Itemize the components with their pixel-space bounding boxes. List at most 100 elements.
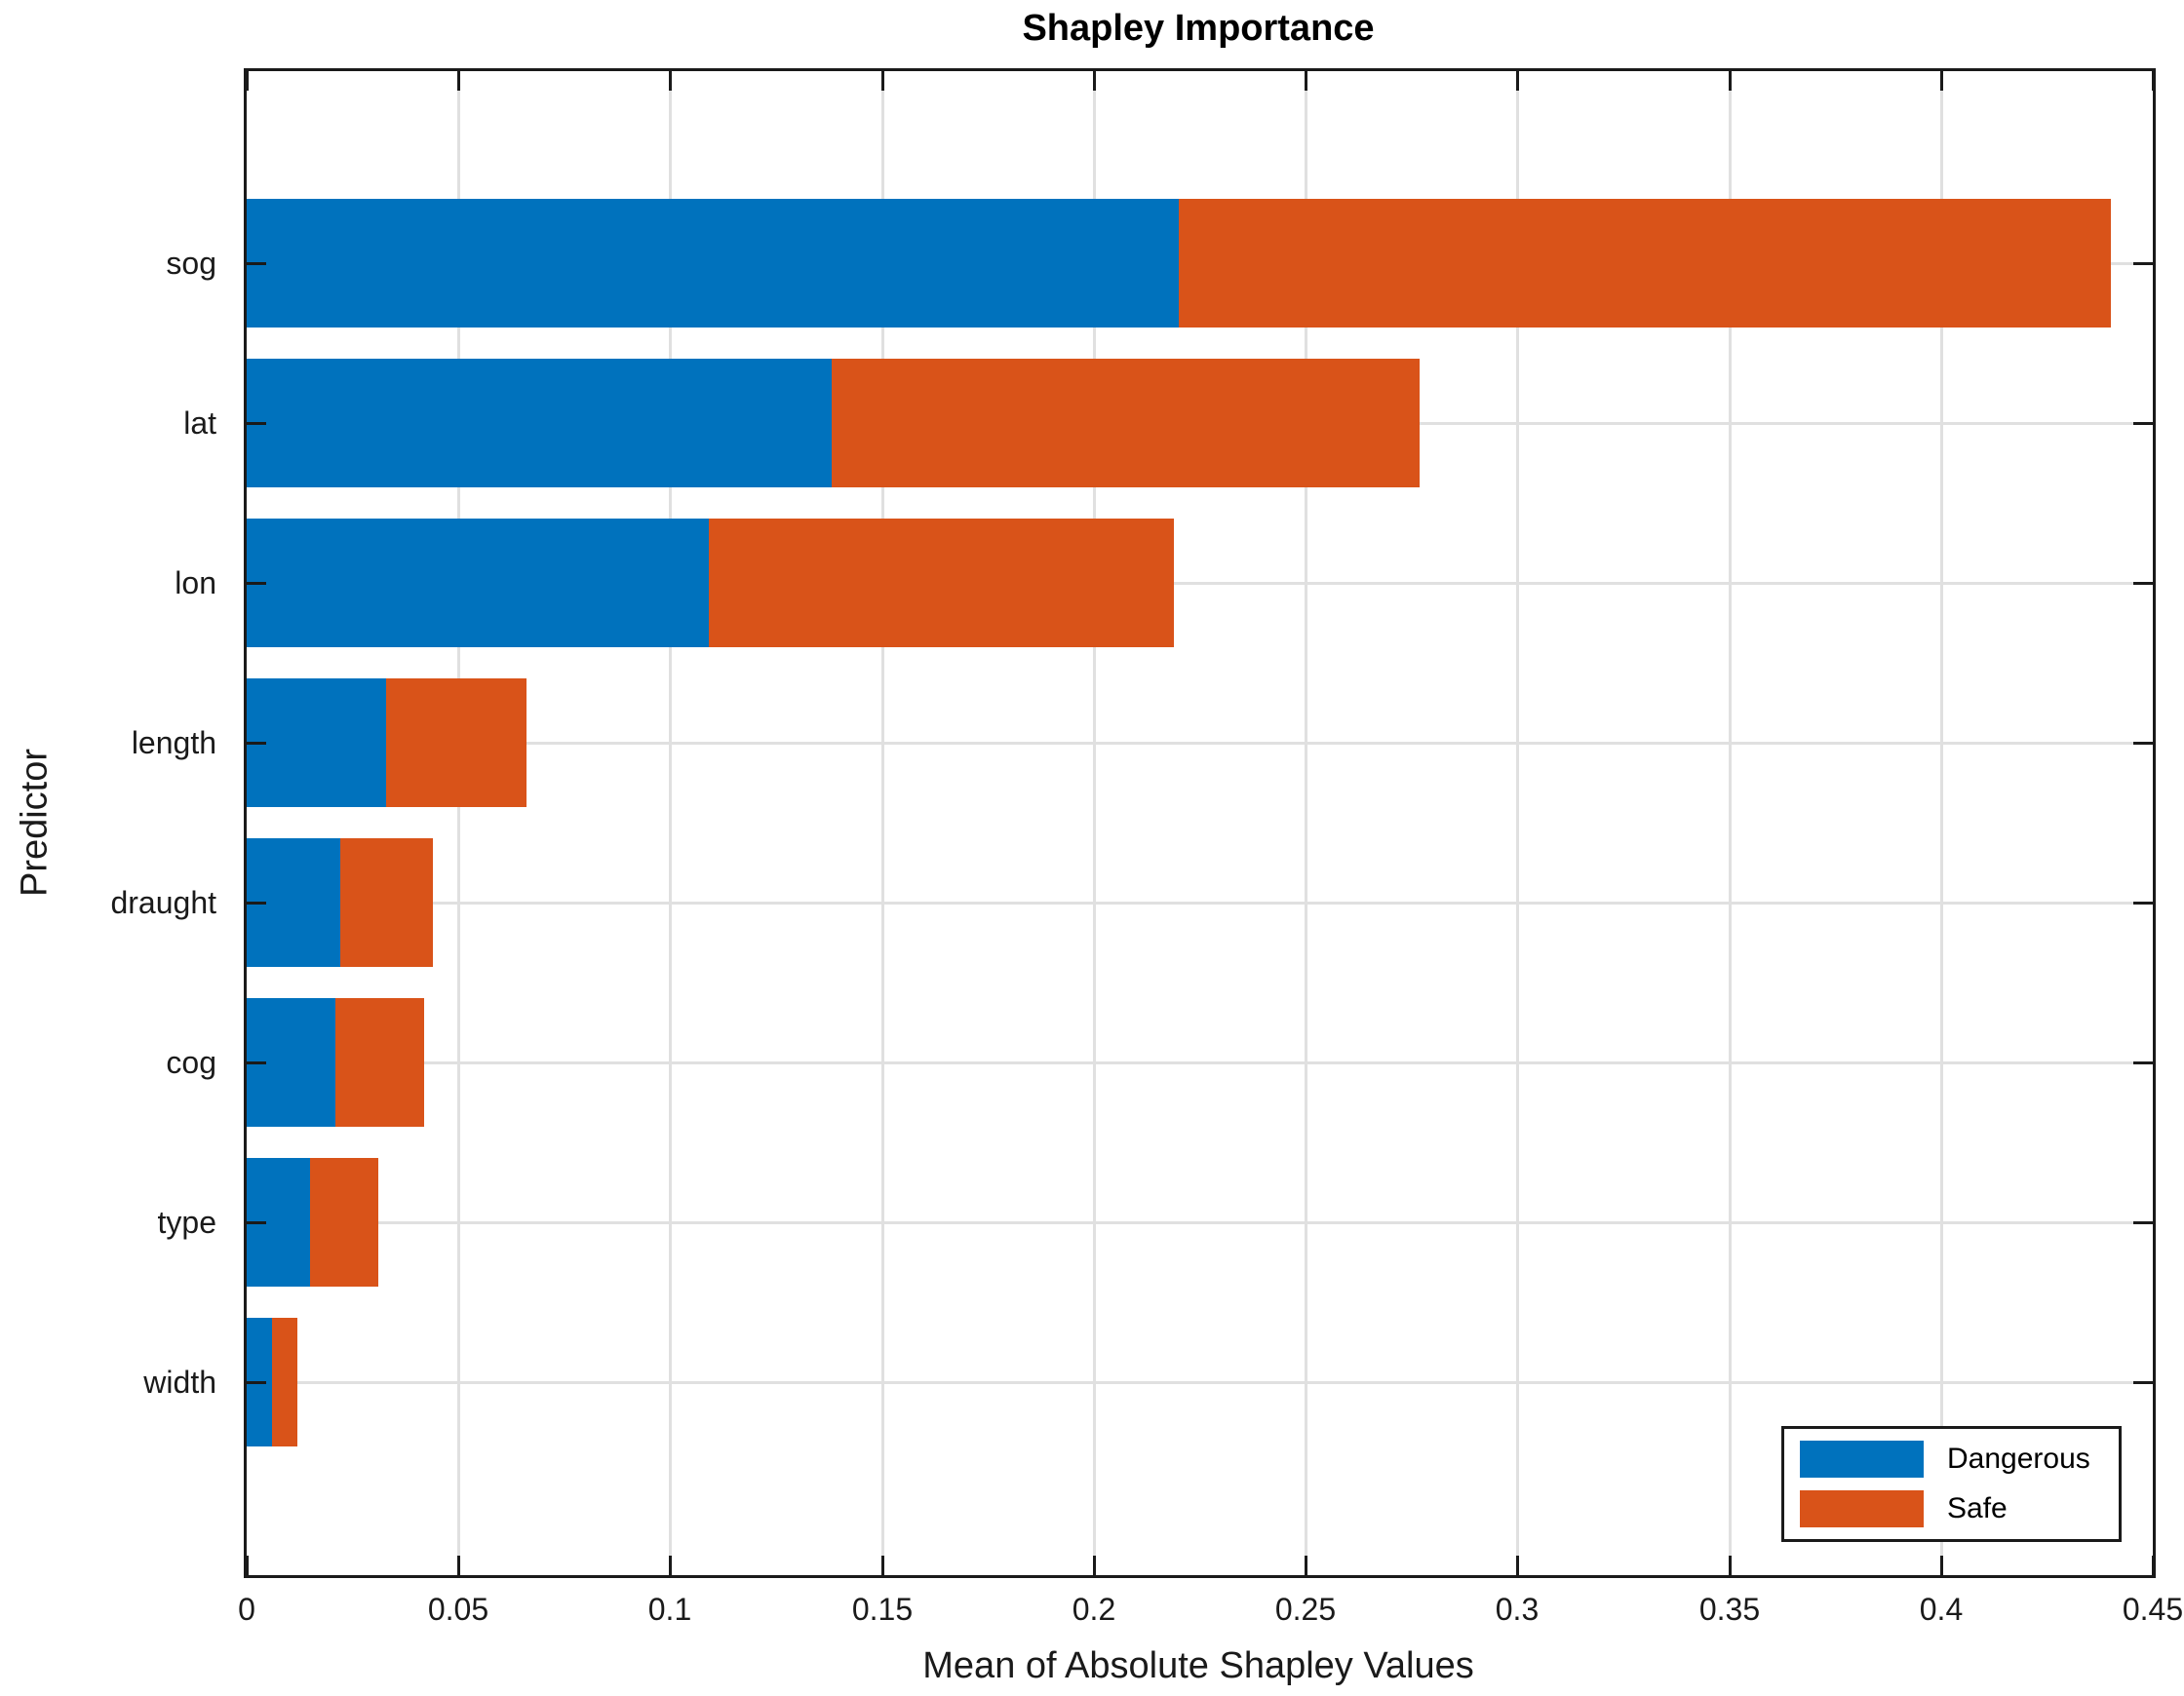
y-tick-mark — [247, 1381, 266, 1384]
bar-lat-dangerous — [247, 359, 832, 487]
legend-label-dangerous: Dangerous — [1947, 1443, 2090, 1475]
y-tick-label-lat: lat — [183, 405, 216, 441]
x-tick-mark-top — [457, 71, 460, 91]
x-tick-mark — [1093, 1556, 1096, 1575]
x-tick-mark — [1516, 1556, 1519, 1575]
y-tick-mark-right — [2133, 262, 2153, 265]
legend-entry-safe: Safe — [1800, 1490, 2103, 1527]
x-gridline — [881, 71, 884, 1575]
y-tick-label-sog: sog — [166, 246, 216, 281]
x-tick-mark-top — [1940, 71, 1943, 91]
legend-label-safe: Safe — [1947, 1492, 2008, 1524]
plot-area: Dangerous Safe — [244, 68, 2156, 1578]
x-tick-mark — [1940, 1556, 1943, 1575]
y-tick-mark — [247, 1061, 266, 1064]
x-tick-label: 0.25 — [1274, 1592, 1337, 1627]
x-gridline — [457, 71, 460, 1575]
y-gridline — [247, 1061, 2153, 1064]
legend-entry-dangerous: Dangerous — [1800, 1441, 2103, 1478]
y-tick-mark — [247, 422, 266, 425]
x-tick-label: 0.45 — [2122, 1592, 2184, 1627]
y-tick-mark-right — [2133, 422, 2153, 425]
x-tick-mark-top — [1305, 71, 1307, 91]
y-axis-label: Predictor — [14, 748, 56, 898]
y-tick-mark-right — [2133, 742, 2153, 745]
y-tick-mark — [247, 582, 266, 585]
x-gridline — [1093, 71, 1096, 1575]
bar-sog-safe — [1178, 199, 2111, 328]
bar-width-safe — [272, 1318, 298, 1446]
x-tick-mark-top — [1093, 71, 1096, 91]
y-tick-mark-right — [2133, 582, 2153, 585]
y-tick-mark-right — [2133, 1061, 2153, 1064]
x-tick-label: 0.3 — [1495, 1592, 1540, 1627]
bar-row-length — [247, 678, 526, 807]
x-tick-mark-top — [881, 71, 884, 91]
bar-draught-safe — [339, 838, 434, 967]
bar-sog-dangerous — [247, 199, 1179, 328]
x-gridline — [669, 71, 672, 1575]
y-tick-label-length: length — [131, 725, 216, 760]
x-tick-mark — [247, 1556, 249, 1575]
y-tick-label-lon: lon — [175, 565, 216, 600]
y-tick-label-type: type — [157, 1205, 216, 1240]
y-tick-label-cog: cog — [166, 1045, 216, 1080]
bar-cog-safe — [335, 998, 425, 1127]
x-tick-mark — [669, 1556, 672, 1575]
y-tick-mark-right — [2133, 1221, 2153, 1224]
x-tick-label: 0.4 — [1919, 1592, 1964, 1627]
bar-length-safe — [386, 678, 526, 807]
legend-swatch-dangerous-icon — [1800, 1441, 1924, 1478]
x-tick-mark-top — [247, 71, 249, 91]
y-tick-label-width: width — [143, 1365, 216, 1400]
bar-row-type — [247, 1158, 378, 1287]
y-tick-mark — [247, 262, 266, 265]
y-gridline — [247, 1381, 2153, 1384]
legend: Dangerous Safe — [1781, 1426, 2122, 1542]
plot-inner — [247, 71, 2153, 1575]
legend-swatch-safe-icon — [1800, 1490, 1924, 1527]
bar-lat-safe — [831, 359, 1421, 487]
x-tick-mark-top — [2152, 71, 2153, 91]
x-tick-mark-top — [669, 71, 672, 91]
x-axis-label: Mean of Absolute Shapley Values — [922, 1645, 1474, 1686]
bar-row-draught — [247, 838, 434, 967]
x-tick-mark-top — [1516, 71, 1519, 91]
y-tick-mark-right — [2133, 902, 2153, 905]
y-tick-mark — [247, 902, 266, 905]
x-tick-mark — [457, 1556, 460, 1575]
bar-row-sog — [247, 199, 2111, 328]
x-gridline — [1305, 71, 1307, 1575]
x-tick-label: 0 — [238, 1592, 255, 1627]
y-tick-mark-right — [2133, 1381, 2153, 1384]
bar-length-dangerous — [247, 678, 387, 807]
x-tick-label: 0.05 — [427, 1592, 489, 1627]
x-tick-mark — [1305, 1556, 1307, 1575]
y-gridline — [247, 1221, 2153, 1224]
y-gridline — [247, 582, 2153, 585]
y-tick-label-draught: draught — [110, 885, 216, 920]
x-gridline — [1940, 71, 1943, 1575]
x-tick-label: 0.35 — [1698, 1592, 1761, 1627]
y-gridline — [247, 902, 2153, 905]
y-gridline — [247, 742, 2153, 745]
bar-type-safe — [310, 1158, 378, 1287]
x-tick-mark-top — [1729, 71, 1732, 91]
x-tick-label: 0.1 — [647, 1592, 692, 1627]
bar-row-lon — [247, 519, 1175, 647]
x-tick-mark — [881, 1556, 884, 1575]
x-tick-mark — [1729, 1556, 1732, 1575]
bar-row-cog — [247, 998, 425, 1127]
x-gridline — [1729, 71, 1732, 1575]
chart-title: Shapley Importance — [1022, 8, 1375, 49]
x-tick-label: 0.15 — [851, 1592, 914, 1627]
y-tick-mark — [247, 1221, 266, 1224]
y-tick-mark — [247, 742, 266, 745]
bar-lon-safe — [708, 519, 1175, 647]
x-tick-label: 0.2 — [1072, 1592, 1116, 1627]
x-gridline — [1516, 71, 1519, 1575]
x-tick-mark — [2152, 1556, 2153, 1575]
bar-lon-dangerous — [247, 519, 709, 647]
bar-row-lat — [247, 359, 1421, 487]
